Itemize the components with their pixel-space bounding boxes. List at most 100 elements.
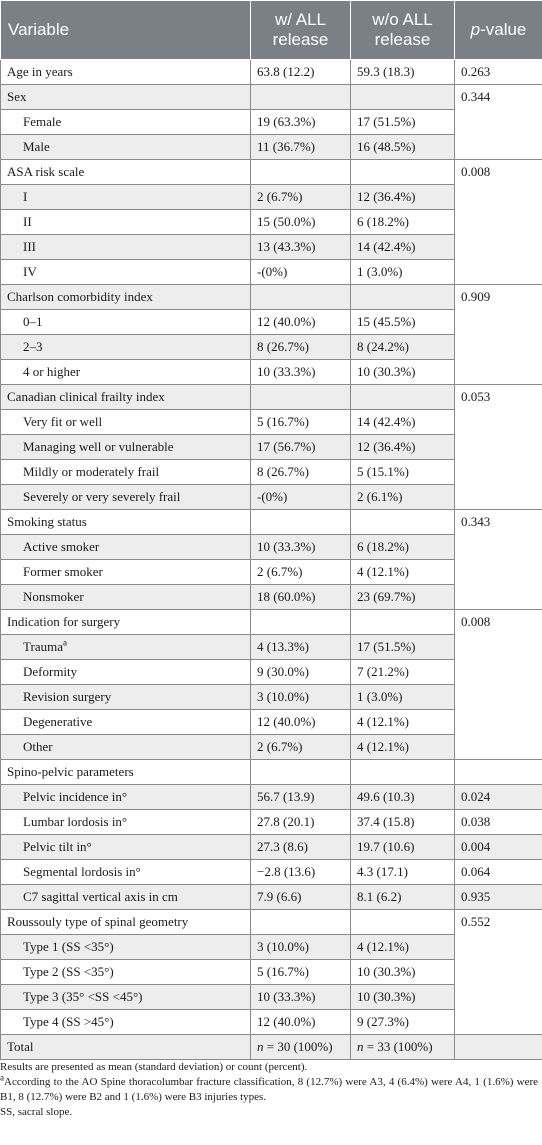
cell-with-all-release: 27.3 (8.6) [250, 834, 351, 860]
cell-without-all-release: 1 (3.0%) [350, 684, 455, 710]
table-row: Indication for surgery 0.008 [0, 609, 542, 760]
cell-with-all-release: 9 (30.0%) [250, 659, 351, 685]
table-row: 2–3 8 (26.7%) 8 (24.2%) [0, 334, 542, 360]
cell-with-all-release: 13 (43.3%) [250, 234, 351, 260]
cell-without-all-release [350, 384, 455, 410]
cell-variable: Severely or very severely frail [0, 484, 251, 510]
cell-p-value: 0.008 [454, 159, 542, 285]
cell-variable: Total [0, 1034, 251, 1060]
table-body: Age in years 63.8 (12.2) 59.3 (18.3) 0.263 S… [0, 59, 542, 1060]
table-row: Nonsmoker 18 (60.0%) 23 (69.7%) [0, 584, 542, 610]
cell-with-all-release: 17 (56.7%) [250, 434, 351, 460]
table-row: Deformity 9 (30.0%) 7 (21.2%) [0, 659, 542, 685]
cell-without-all-release: 12 (36.4%) [350, 434, 455, 460]
cell-p-value: 0.343 [454, 509, 542, 610]
cell-with-all-release: 12 (40.0%) [250, 1009, 351, 1035]
cell-p-value: 0.053 [454, 384, 542, 510]
cell-with-all-release: -(0%) [250, 259, 351, 285]
table-row: Total n = 30 (100%) n = 33 (100%) [0, 1034, 542, 1060]
cell-with-all-release: 18 (60.0%) [250, 584, 351, 610]
table-row: Very fit or well 5 (16.7%) 14 (42.4%) [0, 409, 542, 435]
cell-with-all-release [250, 609, 351, 635]
table-row: IV -(0%) 1 (3.0%) [0, 259, 542, 285]
cell-variable: 0–1 [0, 309, 251, 335]
cell-variable: Deformity [0, 659, 251, 685]
cell-with-all-release: 2 (6.7%) [250, 734, 351, 760]
cell-variable: Indication for surgery [0, 609, 251, 635]
cell-without-all-release: 2 (6.1%) [350, 484, 455, 510]
cell-with-all-release: 7.9 (6.6) [250, 884, 351, 910]
cell-variable: Roussouly type of spinal geometry [0, 909, 251, 935]
cell-variable: I [0, 184, 251, 210]
table-row: Pelvic incidence in° 56.7 (13.9) 49.6 (10.… [0, 784, 542, 810]
cell-variable: Very fit or well [0, 409, 251, 435]
cell-with-all-release: 27.8 (20.1) [250, 809, 351, 835]
cell-with-all-release: 56.7 (13.9) [250, 784, 351, 810]
cell-without-all-release: 7 (21.2%) [350, 659, 455, 685]
cell-without-all-release [350, 84, 455, 110]
cell-with-all-release: −2.8 (13.6) [250, 859, 351, 885]
cell-with-all-release: 5 (16.7%) [250, 959, 351, 985]
table-row: Type 3 (35° <SS <45°) 10 (33.3%) 10 (30.3%… [0, 984, 542, 1010]
cell-without-all-release: 5 (15.1%) [350, 459, 455, 485]
cell-without-all-release: 17 (51.5%) [350, 634, 455, 660]
cell-p-value: 0.909 [454, 284, 542, 385]
cell-p-value: 0.552 [454, 909, 542, 1035]
cell-without-all-release: 4 (12.1%) [350, 934, 455, 960]
table-row: Type 2 (SS <35°) 5 (16.7%) 10 (30.3%) [0, 959, 542, 985]
cell-without-all-release: 12 (36.4%) [350, 184, 455, 210]
cell-p-value [454, 759, 542, 785]
table-row: Severely or very severely frail -(0%) 2 (6… [0, 484, 542, 510]
cell-variable: Charlson comorbidity index [0, 284, 251, 310]
cell-without-all-release: 6 (18.2%) [350, 534, 455, 560]
cell-p-value: 0.344 [454, 84, 542, 160]
table-row: Type 1 (SS <35°) 3 (10.0%) 4 (12.1%) [0, 934, 542, 960]
table-container: Variable w/ ALL release w/o ALL release p-… [0, 0, 542, 1118]
table-row: Female 19 (63.3%) 17 (51.5%) [0, 109, 542, 135]
footnote-marker: a [0, 1072, 4, 1083]
cell-without-all-release: 9 (27.3%) [350, 1009, 455, 1035]
cell-variable: Pelvic tilt in° [0, 834, 251, 860]
cell-variable: 4 or higher [0, 359, 251, 385]
cell-variable: Revision surgery [0, 684, 251, 710]
table-row: 0–1 12 (40.0%) 15 (45.5%) [0, 309, 542, 335]
cell-without-all-release [350, 509, 455, 535]
cell-without-all-release: 4 (12.1%) [350, 734, 455, 760]
cell-without-all-release [350, 284, 455, 310]
data-table: Variable w/ ALL release w/o ALL release p-… [0, 0, 542, 1060]
cell-with-all-release [250, 284, 351, 310]
table-row: Charlson comorbidity index 0.909 [0, 284, 542, 385]
cell-without-all-release: 8.1 (6.2) [350, 884, 455, 910]
cell-without-all-release: 4 (12.1%) [350, 709, 455, 735]
cell-variable: Canadian clinical frailty index [0, 384, 251, 410]
cell-variable: Traumaa [0, 634, 251, 660]
cell-without-all-release: 49.6 (10.3) [350, 784, 455, 810]
table-row: Pelvic tilt in° 27.3 (8.6) 19.7 (10.6) 0.00… [0, 834, 542, 860]
cell-with-all-release: 12 (40.0%) [250, 709, 351, 735]
cell-variable: II [0, 209, 251, 235]
cell-without-all-release: 37.4 (15.8) [350, 809, 455, 835]
cell-with-all-release: 15 (50.0%) [250, 209, 351, 235]
cell-with-all-release: 10 (33.3%) [250, 984, 351, 1010]
cell-without-all-release [350, 759, 455, 785]
cell-without-all-release [350, 909, 455, 935]
cell-with-all-release: 8 (26.7%) [250, 334, 351, 360]
cell-variable: Active smoker [0, 534, 251, 560]
cell-without-all-release: 10 (30.3%) [350, 984, 455, 1010]
table-row: Spino-pelvic parameters [0, 759, 542, 785]
cell-variable: IV [0, 259, 251, 285]
cell-with-all-release: 10 (33.3%) [250, 534, 351, 560]
cell-without-all-release: 4 (12.1%) [350, 559, 455, 585]
table-row: Sex 0.344 [0, 84, 542, 160]
cell-with-all-release [250, 84, 351, 110]
cell-p-value: 0.064 [454, 859, 542, 885]
cell-without-all-release: 19.7 (10.6) [350, 834, 455, 860]
cell-variable: 2–3 [0, 334, 251, 360]
cell-with-all-release: 11 (36.7%) [250, 134, 351, 160]
table-row: Type 4 (SS >45°) 12 (40.0%) 9 (27.3%) [0, 1009, 542, 1035]
cell-variable: Other [0, 734, 251, 760]
cell-p-value: 0.004 [454, 834, 542, 860]
cell-variable: ASA risk scale [0, 159, 251, 185]
cell-with-all-release: 12 (40.0%) [250, 309, 351, 335]
cell-p-value [454, 1034, 542, 1060]
